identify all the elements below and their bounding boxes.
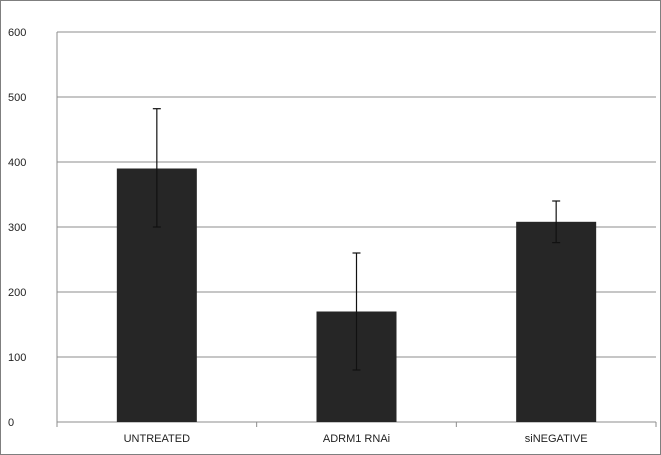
- y-tick-label: 100: [8, 352, 26, 364]
- y-tick-label: 600: [8, 27, 26, 39]
- y-tick-label: 200: [8, 287, 26, 299]
- error-bars: [152, 108, 561, 371]
- error-bar: [152, 108, 161, 228]
- y-tick-label: 400: [8, 157, 26, 169]
- y-tick-label: 500: [8, 92, 26, 104]
- y-tick-label: 0: [8, 417, 14, 429]
- y-tick-labels: 0 100 200 300 400 500 600: [8, 27, 26, 429]
- x-tick-label: siNEGATIVE: [525, 433, 588, 445]
- bar: [516, 221, 597, 422]
- x-tick-label: UNTREATED: [124, 433, 190, 445]
- x-tick-label: ADRM1 RNAi: [323, 433, 390, 445]
- x-tick-labels: UNTREATED ADRM1 RNAi siNEGATIVE: [124, 433, 588, 445]
- error-bar: [352, 252, 361, 371]
- y-tick-label: 300: [8, 222, 26, 234]
- error-bar: [552, 200, 561, 244]
